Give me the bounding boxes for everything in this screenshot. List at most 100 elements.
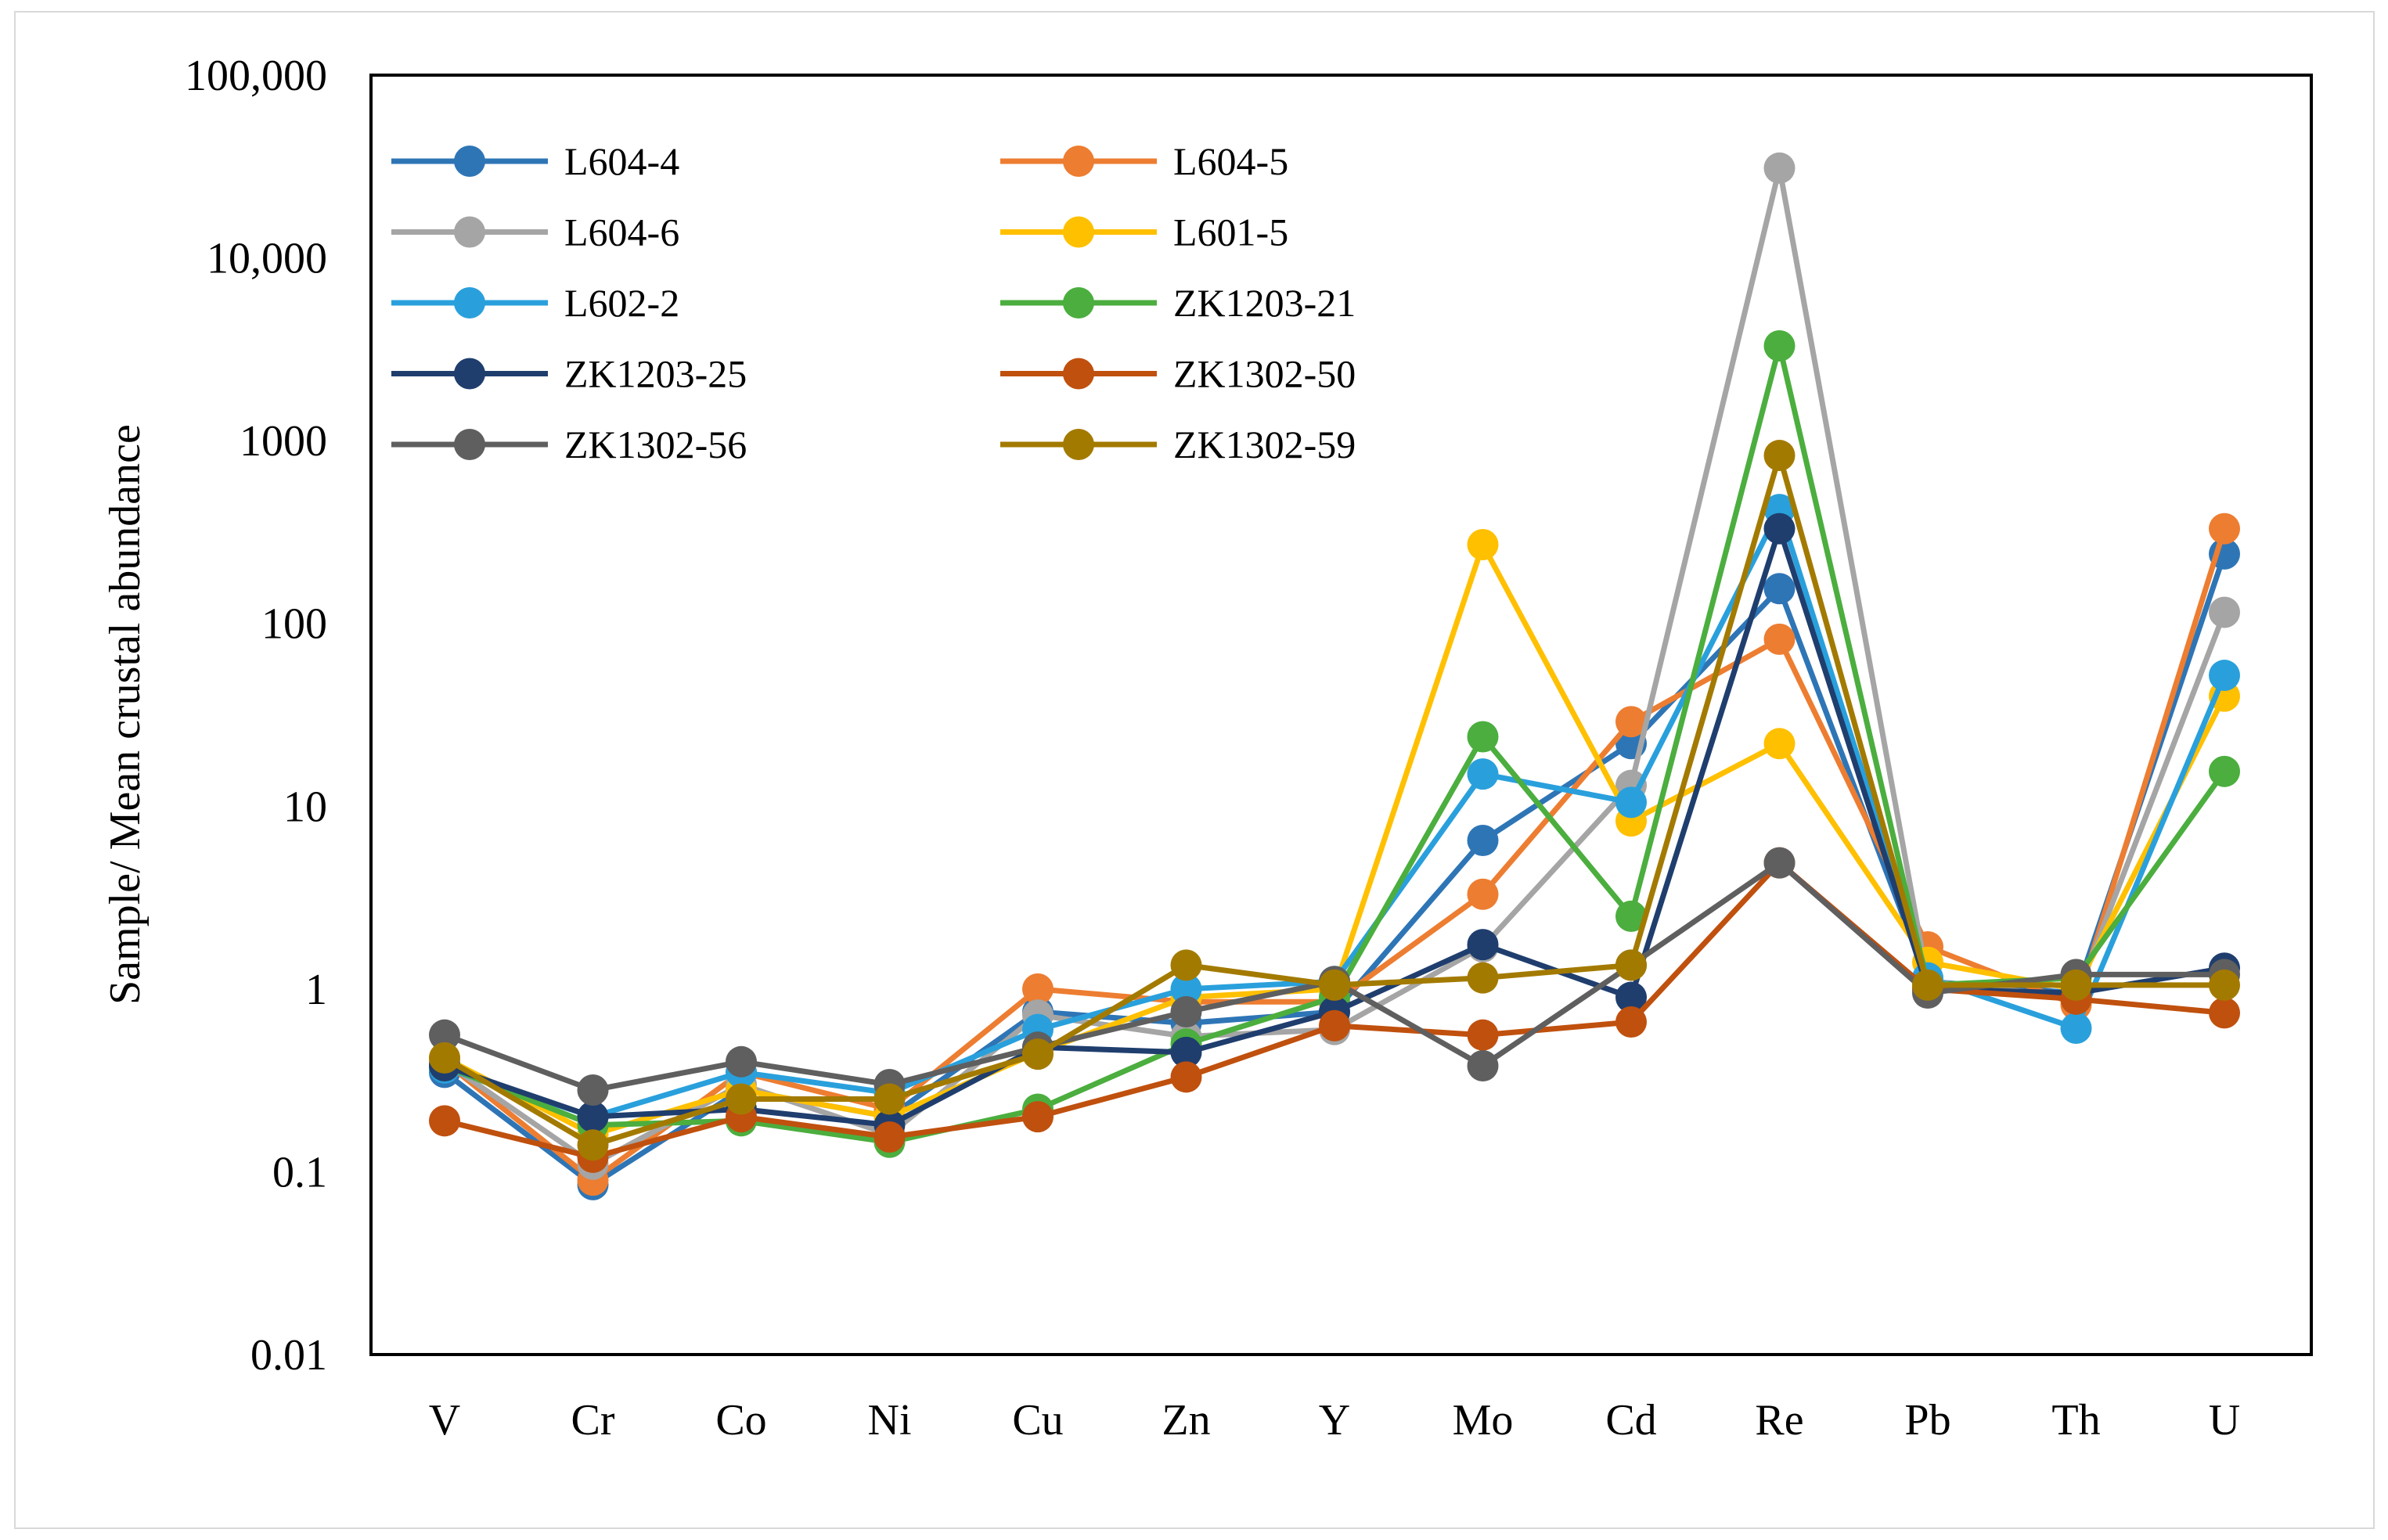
data-point — [1763, 623, 1796, 655]
data-point — [1763, 440, 1796, 472]
legend-item: ZK1302-50 — [1000, 352, 1356, 396]
legend-marker — [1063, 287, 1094, 318]
x-tick-label: Re — [1755, 1396, 1803, 1445]
data-point — [429, 1042, 460, 1074]
data-point — [726, 1083, 757, 1115]
x-tick-label: Ni — [868, 1396, 912, 1445]
y-tick-label: 10,000 — [207, 235, 327, 283]
data-point — [726, 1045, 757, 1078]
legend-label: L604-5 — [1173, 139, 1288, 183]
data-point — [1615, 981, 1647, 1013]
legend-marker — [454, 146, 485, 177]
legend-item: L604-6 — [391, 210, 679, 254]
data-point — [2209, 755, 2240, 787]
data-point — [2209, 969, 2240, 1001]
data-point — [1467, 758, 1499, 790]
data-point — [1467, 528, 1499, 560]
data-point — [1912, 969, 1943, 1001]
data-point — [1022, 973, 1054, 1005]
legend-item: L601-5 — [1000, 210, 1288, 254]
data-point — [1319, 1009, 1350, 1042]
legend-marker — [1063, 146, 1094, 177]
legend-label: L604-4 — [564, 139, 679, 183]
data-point — [1467, 962, 1499, 994]
data-point — [577, 1074, 609, 1106]
data-point — [1467, 929, 1499, 961]
data-point — [1170, 1036, 1202, 1068]
x-tick-label: V — [429, 1396, 460, 1445]
x-tick-label: Co — [715, 1396, 766, 1445]
x-tick-label: Pb — [1904, 1396, 1950, 1445]
legend-item: ZK1302-56 — [391, 423, 747, 466]
data-point — [1467, 878, 1499, 910]
data-point — [1615, 1006, 1647, 1038]
legend-item: L604-5 — [1000, 139, 1288, 183]
data-point — [873, 1121, 906, 1153]
data-point — [1763, 847, 1796, 879]
data-point — [577, 1129, 609, 1161]
x-tick-label: Th — [2051, 1396, 2100, 1445]
data-point — [577, 1101, 609, 1133]
y-tick-label: 1000 — [240, 417, 327, 466]
y-tick-label: 1 — [305, 966, 327, 1014]
data-point — [1615, 900, 1647, 932]
data-point — [1615, 706, 1647, 738]
legend-label: ZK1302-50 — [1173, 352, 1356, 396]
data-point — [1763, 330, 1796, 362]
y-axis-title: Sample/ Mean crustal abundance — [101, 424, 149, 1005]
data-point — [1615, 786, 1647, 819]
data-point — [1467, 824, 1499, 856]
legend-label: ZK1302-59 — [1173, 423, 1356, 466]
data-point — [1170, 996, 1202, 1028]
data-point — [1763, 728, 1796, 760]
data-point — [1170, 973, 1202, 1005]
legend-item: ZK1203-21 — [1000, 281, 1356, 325]
legend-item: ZK1203-25 — [391, 352, 747, 396]
y-tick-label: 0.1 — [272, 1148, 327, 1196]
data-point — [1170, 1061, 1202, 1093]
legend-marker — [1063, 429, 1094, 460]
data-point — [2209, 596, 2240, 628]
data-point — [2060, 1012, 2092, 1044]
x-axis-ticks: V Cr Co Ni Cu Zn Y Mo Cd Re Pb Th U — [429, 1396, 2240, 1445]
y-tick-label: 100,000 — [185, 52, 327, 100]
legend: L604-4 L604-5 L604-6 L601-5 L602-2 ZK1203-21 Z… — [391, 139, 1356, 466]
legend-label: L604-6 — [564, 210, 679, 254]
legend-label: ZK1203-21 — [1173, 281, 1356, 325]
data-point — [1022, 1101, 1054, 1133]
data-point — [1022, 1038, 1054, 1070]
data-point — [1467, 721, 1499, 753]
data-point — [873, 1083, 906, 1115]
data-point — [1467, 1019, 1499, 1051]
legend-item: L602-2 — [391, 281, 679, 325]
legend-label: ZK1203-25 — [564, 352, 747, 396]
data-point — [429, 1105, 460, 1137]
data-point — [1763, 152, 1796, 184]
legend-marker — [1063, 358, 1094, 390]
data-point — [2209, 513, 2240, 545]
x-tick-label: Mo — [1453, 1396, 1514, 1445]
x-tick-label: Y — [1319, 1396, 1350, 1445]
plot-area — [369, 74, 2313, 1356]
legend-label: L601-5 — [1173, 210, 1288, 254]
data-point — [1319, 969, 1350, 1001]
series-group — [429, 440, 2240, 1161]
x-tick-label: Cr — [571, 1396, 615, 1445]
data-point — [1615, 949, 1647, 981]
series-layer — [429, 152, 2240, 1200]
data-point — [1170, 949, 1202, 981]
x-tick-label: Cu — [1012, 1396, 1063, 1445]
y-tick-label: 10 — [283, 783, 327, 831]
legend-label: ZK1302-56 — [564, 423, 747, 466]
legend-marker — [454, 429, 485, 460]
x-tick-label: Zn — [1162, 1396, 1210, 1445]
data-point — [2209, 660, 2240, 692]
legend-label: L602-2 — [564, 281, 679, 325]
legend-item: L604-4 — [391, 139, 679, 183]
y-tick-label: 100 — [261, 600, 327, 649]
legend-marker — [454, 358, 485, 390]
y-axis-ticks: 0.01 0.1 1 10 100 1000 10,000 100,000 — [185, 52, 327, 1380]
x-tick-label: U — [2209, 1396, 2240, 1445]
x-tick-label: Cd — [1605, 1396, 1656, 1445]
data-point — [2209, 997, 2240, 1029]
